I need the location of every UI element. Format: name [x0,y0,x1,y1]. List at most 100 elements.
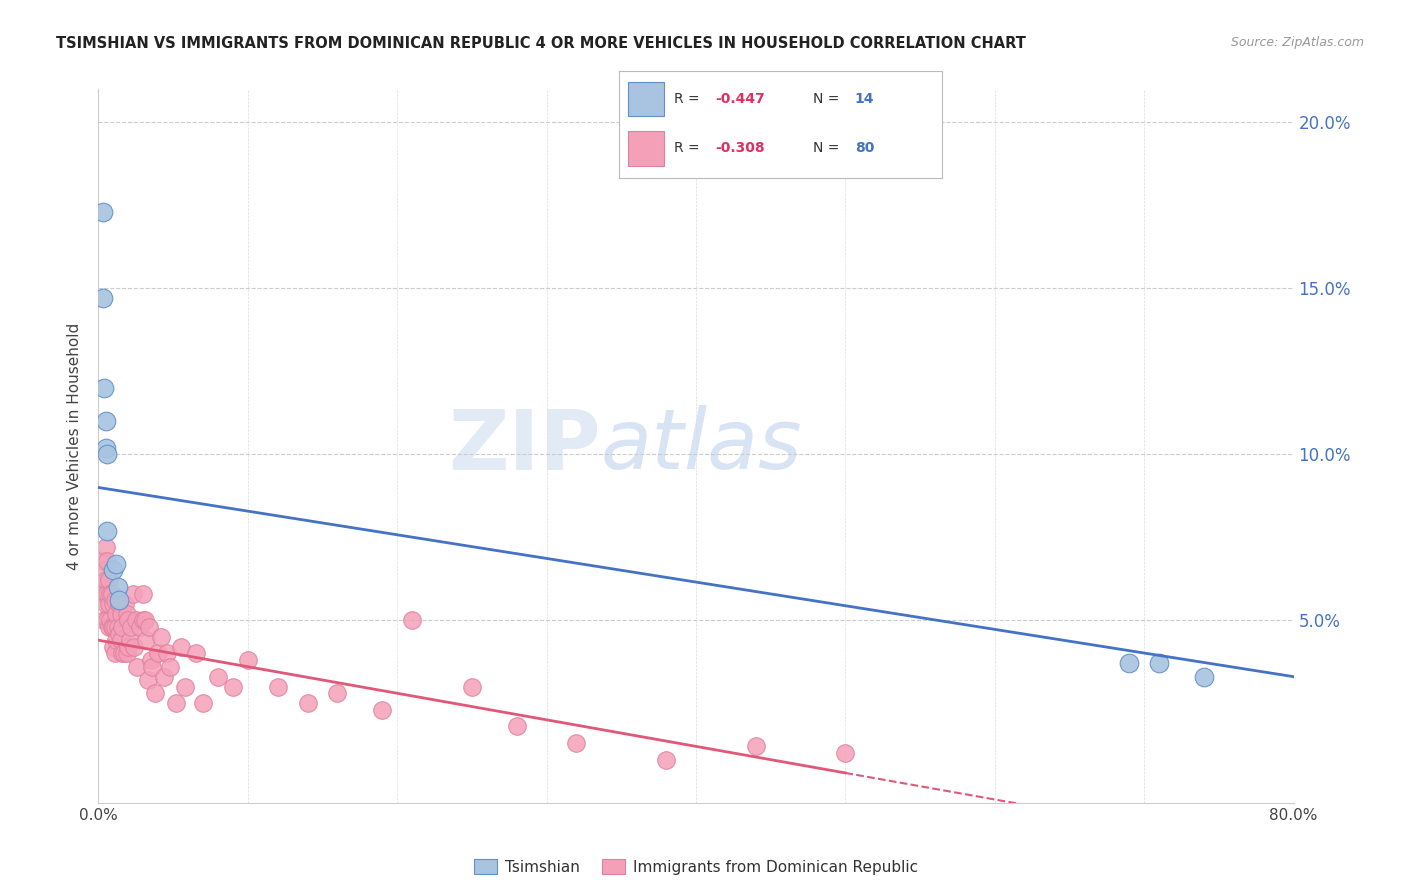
Text: ZIP: ZIP [449,406,600,486]
Point [117,613,139,627]
Point [105,557,128,571]
Point [124,640,146,654]
Point [267,680,290,694]
Point [565,736,588,750]
Text: R =: R = [673,92,703,106]
Point [104,647,127,661]
Point [104,620,127,634]
Point [136,673,159,687]
Point [745,739,768,754]
Point [135,633,157,648]
Point [834,746,856,760]
Point [461,680,484,694]
Text: R =: R = [673,142,703,155]
Point [91,553,114,567]
Point [125,613,148,627]
Point [326,686,349,700]
Point [93,587,115,601]
Legend: Tsimshian, Immigrants from Dominican Republic: Tsimshian, Immigrants from Dominican Rep… [468,853,924,880]
Point [94,597,117,611]
Point [91,291,114,305]
Point [105,633,128,648]
Y-axis label: 4 or more Vehicles in Household: 4 or more Vehicles in Household [67,322,83,570]
Point [141,659,163,673]
Point [97,574,120,588]
Point [103,640,125,654]
Point [143,686,166,700]
Text: atlas: atlas [600,406,801,486]
Point [97,597,120,611]
Point [103,597,125,611]
Point [506,719,529,733]
Point [134,613,156,627]
Point [93,381,115,395]
Point [105,607,128,621]
Text: Source: ZipAtlas.com: Source: ZipAtlas.com [1230,36,1364,49]
Point [94,414,117,428]
Point [108,593,131,607]
Bar [628,82,664,116]
Point [371,703,394,717]
Text: TSIMSHIAN VS IMMIGRANTS FROM DOMINICAN REPUBLIC 4 OR MORE VEHICLES IN HOUSEHOLD : TSIMSHIAN VS IMMIGRANTS FROM DOMINICAN R… [56,36,1026,51]
Point [297,696,319,710]
Point [118,633,141,648]
Point [153,670,176,684]
Text: -0.308: -0.308 [716,142,765,155]
Point [236,653,259,667]
Point [401,613,423,627]
Point [156,647,179,661]
Point [96,613,118,627]
Point [174,680,197,694]
Point [115,607,138,621]
Point [222,680,245,694]
Point [165,696,187,710]
Point [191,696,214,710]
Point [94,540,117,554]
Point [108,626,131,640]
Text: -0.447: -0.447 [716,92,765,106]
Point [1192,670,1215,684]
Point [94,574,117,588]
Point [107,620,129,634]
Point [101,620,124,634]
Point [107,580,129,594]
Point [111,620,134,634]
Point [96,524,118,538]
Point [110,633,132,648]
Point [127,659,149,673]
Point [96,447,118,461]
Text: N =: N = [813,92,844,106]
Point [169,640,191,654]
Point [100,613,122,627]
Point [97,620,120,634]
Point [129,620,152,634]
Point [139,653,162,667]
Point [148,647,170,661]
Point [91,580,114,594]
Point [103,564,125,578]
Point [150,630,173,644]
Point [96,587,118,601]
Point [111,647,134,661]
Point [100,587,122,601]
Point [117,640,139,654]
Bar [628,131,664,166]
Point [159,659,181,673]
Point [132,587,155,601]
Point [110,607,132,621]
Point [93,564,115,578]
Point [108,597,131,611]
Point [184,647,207,661]
Point [207,670,229,684]
Point [132,613,155,627]
Point [104,593,127,607]
Point [138,620,160,634]
Point [112,647,135,661]
Point [655,753,678,767]
Point [1118,657,1140,671]
Point [101,587,124,601]
Text: 80: 80 [855,142,875,155]
Point [90,580,112,594]
Point [121,587,143,601]
Point [103,620,125,634]
